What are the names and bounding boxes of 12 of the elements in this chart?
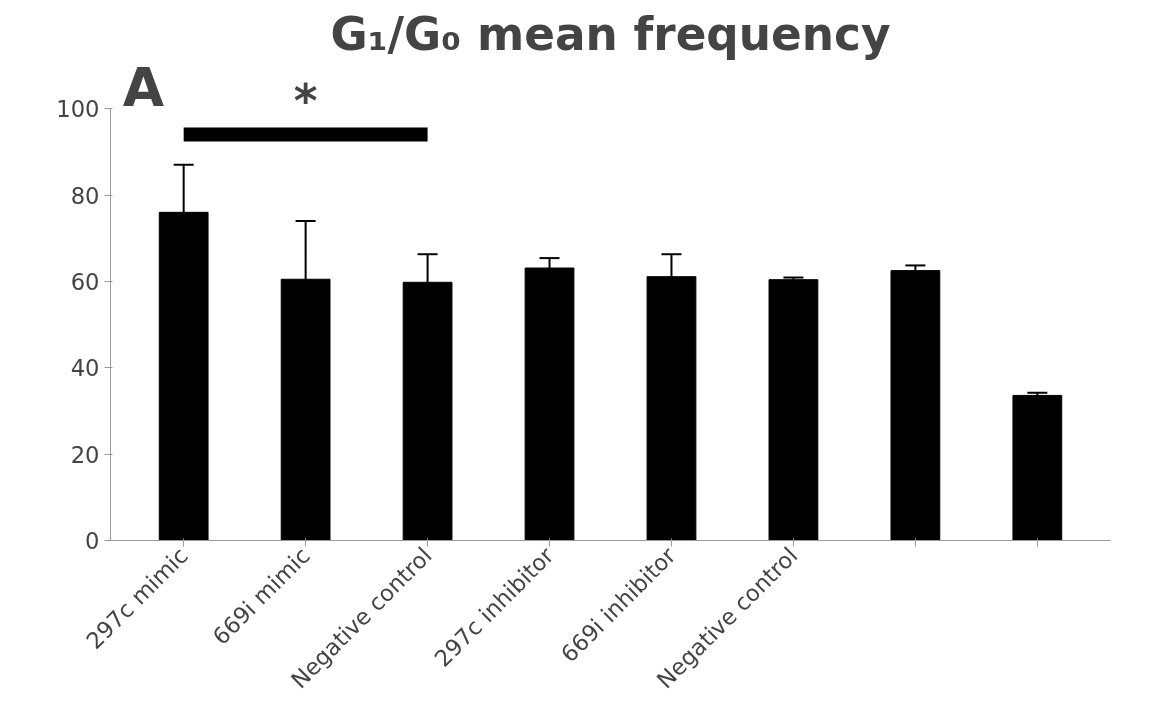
y-tick-label: 0 — [85, 528, 100, 554]
bar — [768, 279, 819, 541]
y-tick-label: 100 — [56, 96, 100, 123]
bar — [1012, 394, 1063, 541]
y-tick-label: 20 — [70, 441, 100, 468]
y-tick-label: 80 — [70, 182, 100, 209]
chart-title: G₁/G₀ mean frequency — [330, 7, 891, 61]
bar — [890, 270, 941, 541]
annotation: A — [122, 56, 165, 120]
annotation: * — [293, 75, 318, 129]
y-tick-label: 60 — [70, 268, 100, 295]
y-tick-label: 40 — [70, 355, 100, 382]
